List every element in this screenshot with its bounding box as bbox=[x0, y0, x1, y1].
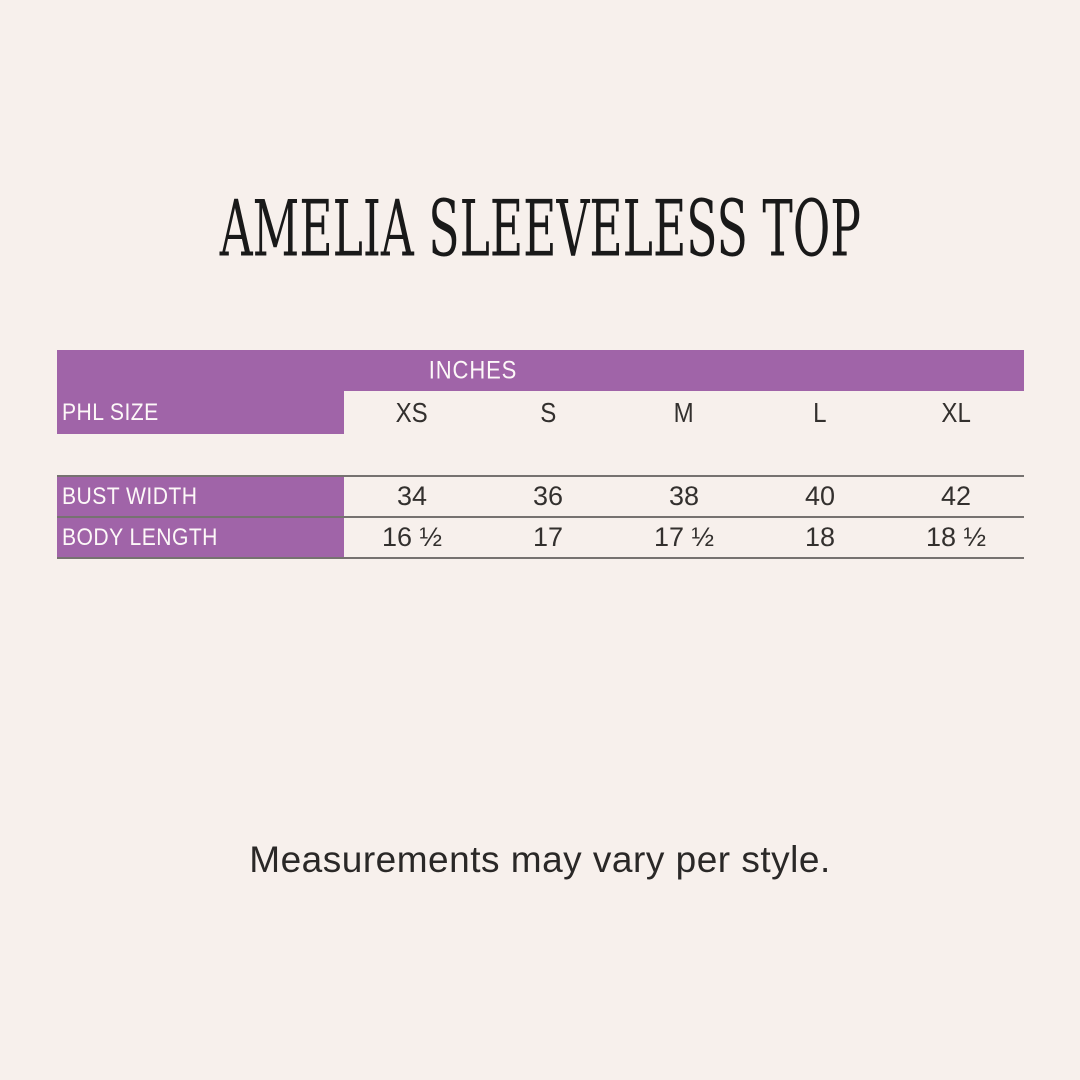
value-cell: 40 bbox=[752, 477, 888, 516]
value-cell: 38 bbox=[616, 477, 752, 516]
table-gap bbox=[57, 434, 1024, 475]
footnote: Measurements may vary per style. bbox=[249, 839, 831, 880]
measurement-value: 18 ½ bbox=[925, 522, 987, 552]
size-label: S bbox=[539, 396, 557, 428]
value-cell: 42 bbox=[888, 477, 1024, 516]
row-label-cell: BUST WIDTH bbox=[57, 477, 344, 516]
measurement-value: 18 bbox=[804, 522, 836, 552]
value-cell: 34 bbox=[344, 477, 480, 516]
size-label: M bbox=[673, 396, 695, 428]
measurement-value: 16 ½ bbox=[381, 522, 443, 552]
size-chart-table: INCHES PHL SIZE XS S M L XL BUST WIDTH 3… bbox=[57, 350, 1024, 559]
size-row-header-cell: PHL SIZE bbox=[57, 391, 344, 434]
page-title: AMELIA SLEEVELESS TOP bbox=[219, 183, 861, 274]
size-cell: XS bbox=[344, 391, 480, 434]
measurement-value: 17 bbox=[532, 522, 564, 552]
value-cell: 18 bbox=[752, 518, 888, 557]
measurement-value: 38 bbox=[668, 481, 700, 511]
measurement-value: 17 ½ bbox=[653, 522, 715, 552]
value-cell: 17 ½ bbox=[616, 518, 752, 557]
row-label: BUST WIDTH bbox=[62, 482, 198, 510]
page-title-container: AMELIA SLEEVELESS TOP bbox=[0, 183, 1080, 274]
measurement-value: 42 bbox=[940, 481, 972, 511]
value-cell: 36 bbox=[480, 477, 616, 516]
row-label-cell: BODY LENGTH bbox=[57, 518, 344, 557]
size-header-row: PHL SIZE XS S M L XL bbox=[57, 391, 1024, 434]
value-cell: 18 ½ bbox=[888, 518, 1024, 557]
measurement-value: 40 bbox=[804, 481, 836, 511]
row-label: BODY LENGTH bbox=[62, 523, 218, 551]
size-label: XS bbox=[395, 396, 429, 428]
measurement-value: 36 bbox=[532, 481, 564, 511]
size-cell: S bbox=[480, 391, 616, 434]
unit-header-label: INCHES bbox=[428, 356, 518, 384]
unit-header-bar: INCHES bbox=[57, 350, 1024, 391]
size-label: L bbox=[813, 396, 827, 428]
size-cell: XL bbox=[888, 391, 1024, 434]
body-length-row: BODY LENGTH 16 ½ 17 17 ½ 18 18 ½ bbox=[57, 516, 1024, 559]
bust-width-row: BUST WIDTH 34 36 38 40 42 bbox=[57, 475, 1024, 516]
measurement-value: 34 bbox=[396, 481, 428, 511]
size-cell: M bbox=[616, 391, 752, 434]
value-cell: 17 bbox=[480, 518, 616, 557]
size-row-header-label: PHL SIZE bbox=[62, 398, 159, 426]
value-cell: 16 ½ bbox=[344, 518, 480, 557]
size-cell: L bbox=[752, 391, 888, 434]
size-label: XL bbox=[941, 396, 971, 428]
